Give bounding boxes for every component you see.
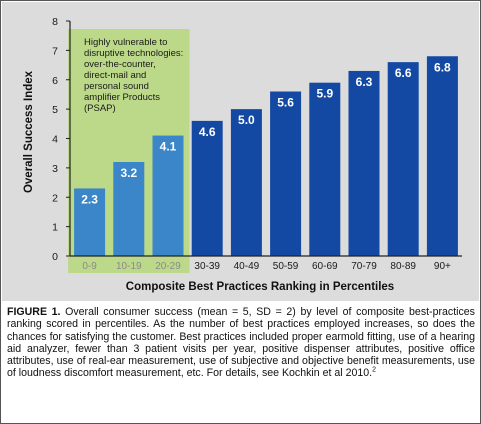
bar-chart: 2.3 3.2 4.1 4.6 5.0 5.6 5.9 6.3 6.6 6.8 0-9 10-19 2… <box>23 16 462 293</box>
highlight-annotation: Highly vulnerable to disruptive technolo… <box>84 37 184 114</box>
x-tick-label-90+: 90+ <box>434 261 451 272</box>
y-tick-label-6: 6 <box>52 75 58 87</box>
bar-90+ <box>426 56 458 256</box>
y-axis-label: Overall Success Index <box>23 70 35 193</box>
y-tick-label-2: 2 <box>52 192 58 204</box>
y-tick-label-0: 0 <box>52 251 58 263</box>
chart-panel: 2.3 3.2 4.1 4.6 5.0 5.6 5.9 6.3 6.6 6.8 0-9 10-19 2… <box>2 2 479 301</box>
x-tick-label-30-39: 30-39 <box>194 261 220 272</box>
value-label-40-49: 5.0 <box>238 113 255 127</box>
bars-layer: 2.3 3.2 4.1 4.6 5.0 5.6 5.9 6.3 6.6 6.8 <box>74 56 458 256</box>
figure-caption: FIGURE 1. Overall consumer success (mean… <box>7 306 475 380</box>
y-tick-label-3: 3 <box>52 163 58 175</box>
bar-40-49 <box>230 109 262 256</box>
x-axis-label: Composite Best Practices Ranking in Perc… <box>126 281 394 293</box>
x-tick-label-0-9: 0-9 <box>82 261 97 272</box>
caption-label: FIGURE 1. <box>7 306 61 318</box>
value-label-90+: 6.8 <box>434 60 451 74</box>
value-label-10-19: 3.2 <box>120 166 137 180</box>
y-tick-label-5: 5 <box>52 104 58 116</box>
bar-80-89 <box>387 62 419 256</box>
x-tick-label-40-49: 40-49 <box>234 261 260 272</box>
bar-70-79 <box>348 70 380 256</box>
y-tick-label-7: 7 <box>52 45 58 57</box>
bar-60-69 <box>309 82 341 256</box>
bar-0-9 <box>74 188 106 256</box>
value-label-70-79: 6.3 <box>356 75 373 89</box>
value-label-60-69: 5.9 <box>316 87 333 101</box>
value-label-20-29: 4.1 <box>160 140 177 154</box>
axis-layer: 0-9 10-19 20-29 30-39 40-49 50-59 60-69 70-79 80… <box>52 16 462 272</box>
x-tick-label-60-69: 60-69 <box>312 261 338 272</box>
value-label-30-39: 4.6 <box>199 125 216 139</box>
bar-50-59 <box>270 91 302 256</box>
x-tick-label-80-89: 80-89 <box>390 261 416 272</box>
value-label-0-9: 2.3 <box>81 192 98 206</box>
x-tick-label-10-19: 10-19 <box>116 261 142 272</box>
bar-20-29 <box>152 135 184 256</box>
y-tick-label-4: 4 <box>52 134 58 146</box>
x-tick-label-70-79: 70-79 <box>351 261 377 272</box>
y-tick-label-8: 8 <box>52 16 58 28</box>
bar-30-39 <box>191 120 223 256</box>
caption-text: Overall consumer success (mean = 5, SD =… <box>7 306 475 380</box>
bar-10-19 <box>113 162 145 256</box>
caption-reference-mark: 2 <box>372 366 376 374</box>
value-label-50-59: 5.6 <box>277 96 294 110</box>
x-tick-label-20-29: 20-29 <box>155 261 181 272</box>
x-tick-label-50-59: 50-59 <box>273 261 299 272</box>
y-tick-label-1: 1 <box>52 222 58 234</box>
value-label-80-89: 6.6 <box>395 66 412 80</box>
